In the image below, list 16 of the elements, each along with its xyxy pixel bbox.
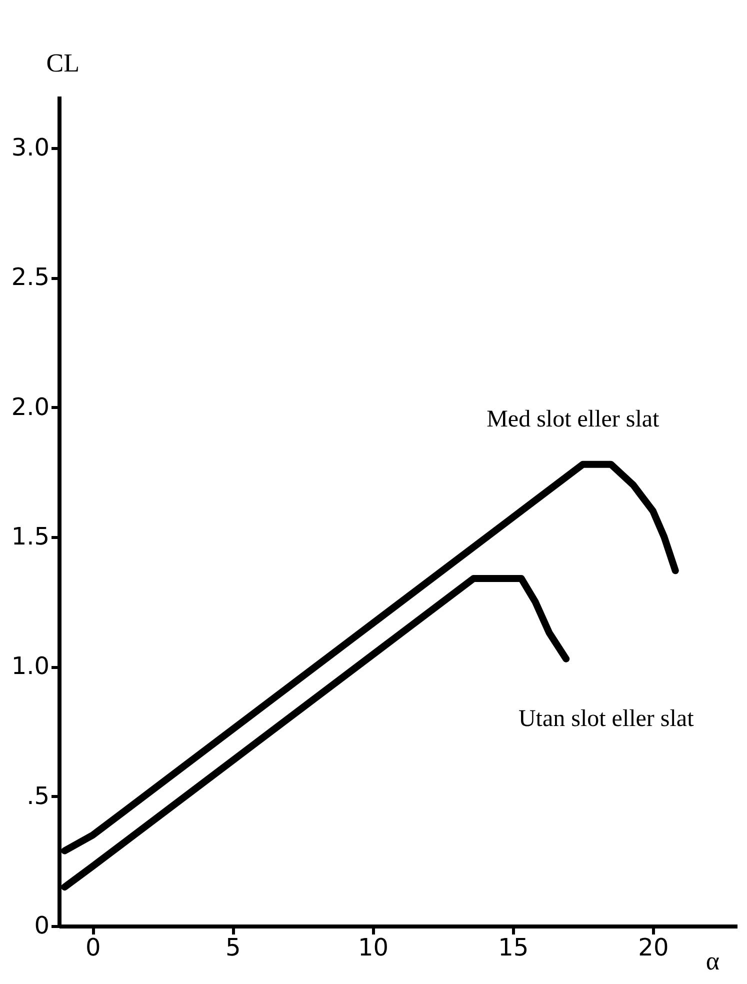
y-tick-label: 2.5 xyxy=(11,263,50,292)
y-tick-label: 0 xyxy=(34,912,50,940)
y-tick-label: .5 xyxy=(26,782,50,810)
y-tick-label: 2.0 xyxy=(11,392,50,421)
y-tick-label: 3.0 xyxy=(11,133,50,162)
y-tick-label: 1.5 xyxy=(11,522,50,550)
x-axis-title: α xyxy=(706,946,720,976)
x-tick-label: 10 xyxy=(358,934,389,962)
y-axis-title: CL xyxy=(46,48,80,78)
x-tick-label: 15 xyxy=(498,934,529,962)
y-tick-label: 1.0 xyxy=(11,652,50,680)
x-tick-label: 5 xyxy=(226,934,241,962)
series-label: Med slot eller slat xyxy=(486,406,660,432)
text: Utan slot eller slat xyxy=(518,706,694,732)
x-tick-label: 20 xyxy=(638,934,669,962)
x-tick-label: 0 xyxy=(85,934,101,962)
